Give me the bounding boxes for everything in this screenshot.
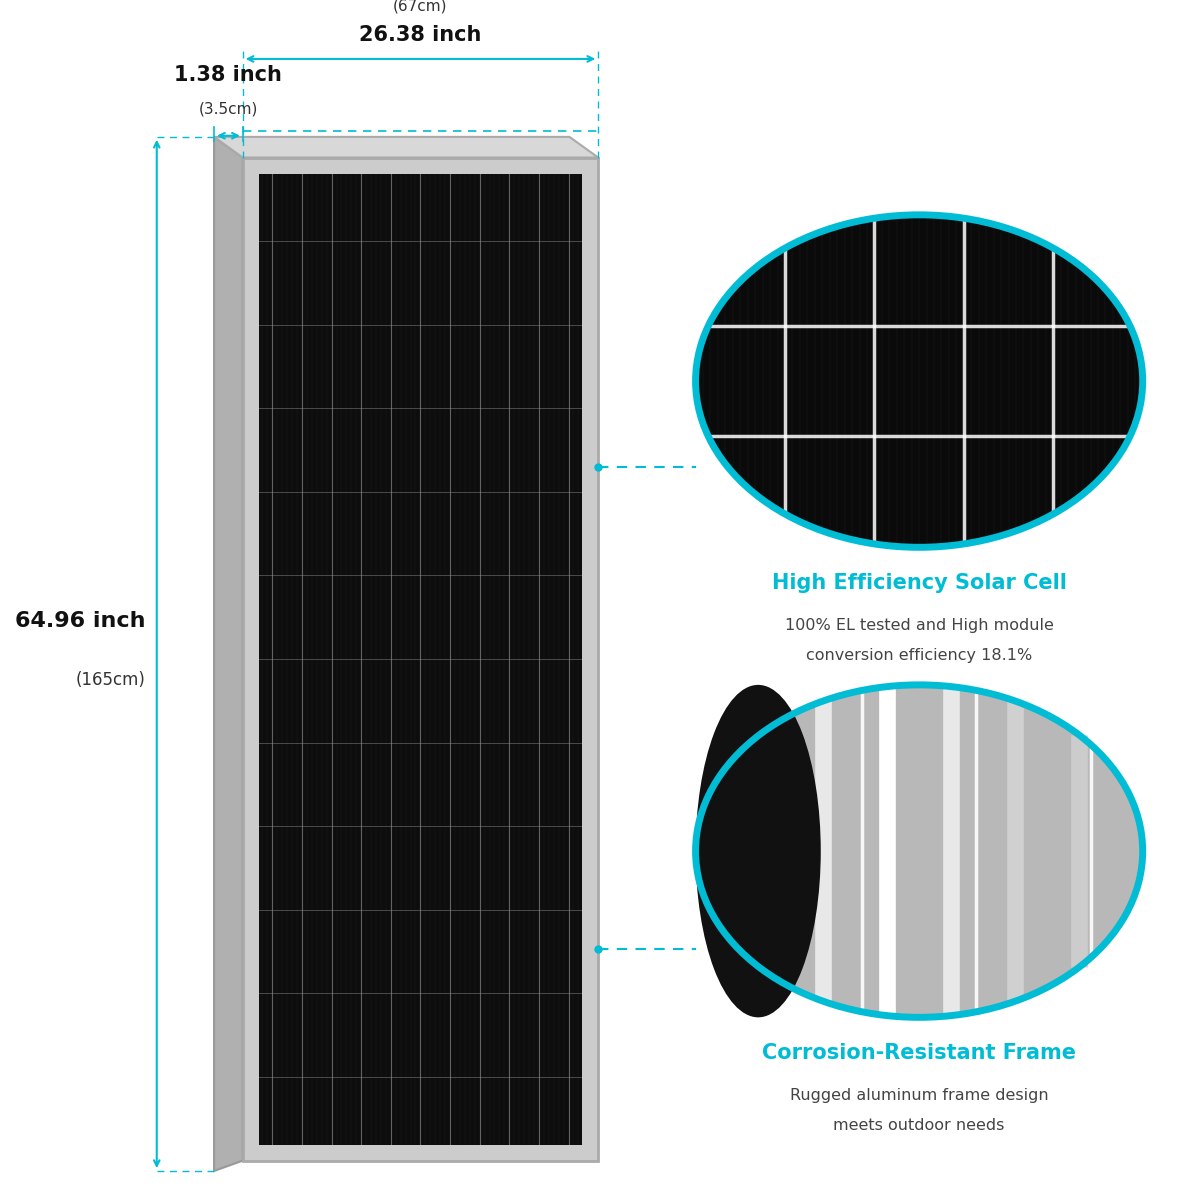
- Text: (67cm): (67cm): [394, 0, 448, 13]
- Text: Rugged aluminum frame design: Rugged aluminum frame design: [790, 1088, 1049, 1104]
- Bar: [242, 1145, 598, 1160]
- Text: conversion efficiency 18.1%: conversion efficiency 18.1%: [806, 648, 1032, 664]
- Ellipse shape: [696, 685, 1142, 1018]
- Text: 100% EL tested and High module: 100% EL tested and High module: [785, 618, 1054, 634]
- Bar: [242, 157, 598, 1160]
- Text: 26.38 inch: 26.38 inch: [359, 25, 481, 46]
- Polygon shape: [214, 137, 598, 157]
- Text: Corrosion-Resistant Frame: Corrosion-Resistant Frame: [762, 1043, 1076, 1062]
- Text: 64.96 inch: 64.96 inch: [14, 611, 145, 631]
- Bar: [242, 157, 259, 1160]
- Polygon shape: [214, 137, 242, 1171]
- Text: 1.38 inch: 1.38 inch: [174, 65, 282, 85]
- Text: (3.5cm): (3.5cm): [199, 101, 258, 116]
- Bar: [242, 157, 598, 174]
- Text: meets outdoor needs: meets outdoor needs: [834, 1118, 1004, 1133]
- Ellipse shape: [696, 685, 821, 1018]
- Text: High Efficiency Solar Cell: High Efficiency Solar Cell: [772, 572, 1067, 593]
- Bar: [582, 157, 598, 1160]
- Bar: [242, 157, 598, 1160]
- Text: (165cm): (165cm): [76, 671, 145, 689]
- Ellipse shape: [696, 215, 1142, 547]
